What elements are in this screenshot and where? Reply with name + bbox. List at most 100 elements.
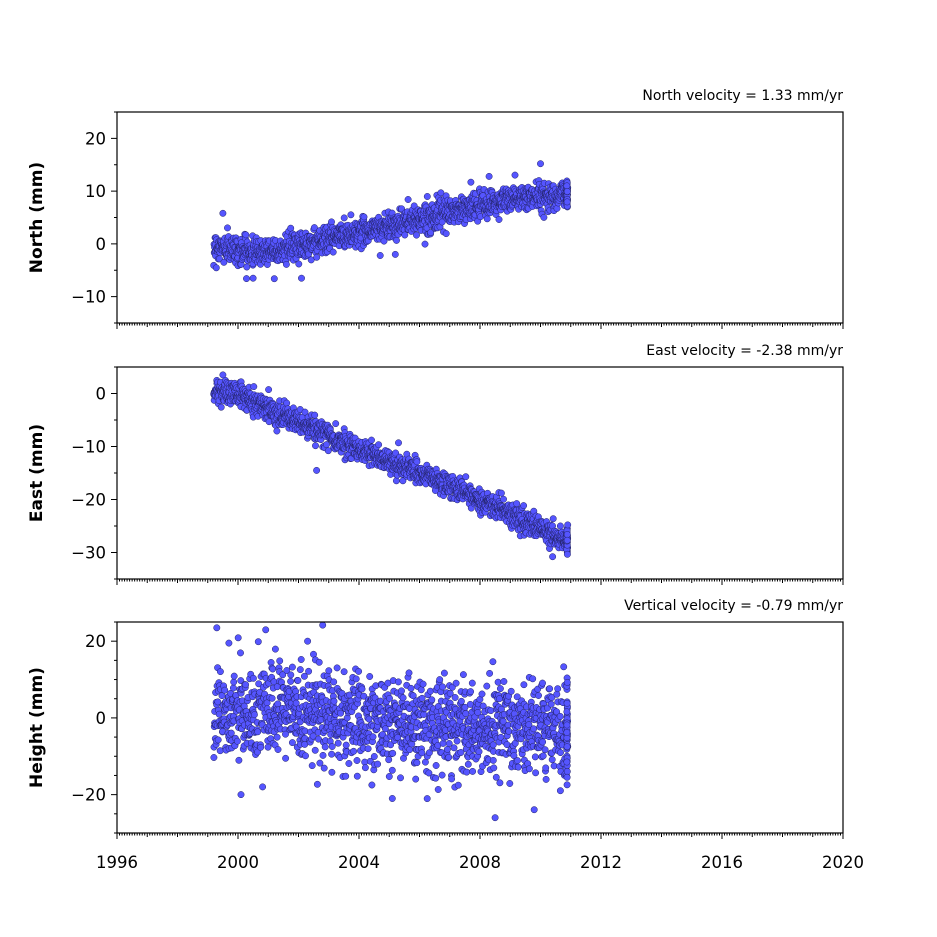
data-point <box>366 673 374 680</box>
data-point <box>249 674 257 682</box>
data-point <box>496 779 504 787</box>
data-point <box>283 399 291 407</box>
data-point <box>268 694 276 702</box>
data-point <box>445 740 453 747</box>
data-point <box>310 224 318 232</box>
data-point <box>457 749 465 756</box>
data-point <box>563 773 571 781</box>
data-point <box>530 806 538 814</box>
data-point <box>413 231 420 239</box>
data-point <box>217 403 225 411</box>
data-point <box>392 449 400 457</box>
data-point <box>328 768 336 776</box>
data-point <box>393 236 400 244</box>
data-point <box>305 667 313 675</box>
data-point <box>453 737 461 745</box>
data-point <box>287 671 295 679</box>
data-point <box>254 728 262 736</box>
data-point <box>439 683 447 691</box>
data-point <box>505 727 513 735</box>
data-point <box>328 218 335 226</box>
data-point <box>483 215 491 223</box>
data-point <box>213 624 221 632</box>
data-point <box>388 766 396 774</box>
data-point <box>483 682 491 690</box>
data-point <box>398 687 405 695</box>
data-point <box>467 178 475 186</box>
data-point <box>511 171 519 179</box>
data-point <box>489 756 497 764</box>
data-point <box>270 275 278 283</box>
data-point <box>385 773 393 780</box>
data-point <box>417 686 425 694</box>
data-point <box>525 765 533 773</box>
north-y-axis-label: North (mm) <box>27 162 47 273</box>
data-point <box>462 473 470 481</box>
data-point <box>235 756 243 764</box>
data-point <box>315 658 323 666</box>
data-point <box>539 752 547 760</box>
data-point <box>243 263 251 271</box>
data-point <box>468 679 476 687</box>
data-point <box>287 224 295 232</box>
data-point <box>464 760 472 768</box>
data-point <box>243 275 250 283</box>
data-point <box>221 686 229 694</box>
data-point <box>491 814 499 822</box>
data-point <box>442 230 450 238</box>
east-velocity-title: East velocity = -2.38 mm/yr <box>646 343 843 359</box>
data-point <box>311 746 319 754</box>
data-point <box>333 664 341 672</box>
y-tick-label: 0 <box>96 709 107 728</box>
data-point <box>563 743 571 751</box>
data-point <box>418 694 426 702</box>
data-point <box>495 216 503 223</box>
east-points <box>210 371 572 561</box>
height-points <box>210 622 572 822</box>
data-point <box>563 678 571 686</box>
data-point <box>312 442 319 450</box>
data-point <box>506 780 514 787</box>
data-point <box>340 668 348 676</box>
data-point <box>328 743 336 750</box>
data-point <box>563 758 571 766</box>
data-point <box>434 786 442 793</box>
y-tick-label: 20 <box>85 632 106 651</box>
data-point <box>514 763 522 771</box>
data-point <box>450 744 458 752</box>
data-point <box>345 760 353 767</box>
data-point <box>237 791 245 799</box>
data-point <box>554 685 562 693</box>
data-point <box>262 626 270 634</box>
data-point <box>563 188 571 195</box>
data-point <box>254 638 262 646</box>
data-point <box>274 746 282 753</box>
y-tick-label: −20 <box>71 786 106 805</box>
data-point <box>513 500 521 508</box>
data-point <box>297 656 305 663</box>
data-point <box>364 745 372 753</box>
data-point <box>214 736 222 744</box>
data-point <box>467 688 475 696</box>
data-point <box>337 709 345 717</box>
data-point <box>394 678 402 686</box>
data-point <box>500 678 508 685</box>
data-point <box>227 729 235 737</box>
data-point <box>328 750 336 758</box>
data-point <box>487 707 495 715</box>
data-point <box>489 741 497 749</box>
data-point <box>325 667 333 675</box>
data-point <box>229 684 237 692</box>
data-point <box>548 756 556 764</box>
data-point <box>546 685 554 693</box>
y-tick-label: −10 <box>71 288 106 307</box>
data-point <box>298 274 305 282</box>
y-tick-label: 0 <box>96 385 107 404</box>
data-point <box>264 743 272 751</box>
data-point <box>230 672 238 680</box>
data-point <box>255 680 263 688</box>
y-tick-label: 10 <box>85 182 106 201</box>
data-point <box>539 738 547 746</box>
data-point <box>375 441 383 449</box>
